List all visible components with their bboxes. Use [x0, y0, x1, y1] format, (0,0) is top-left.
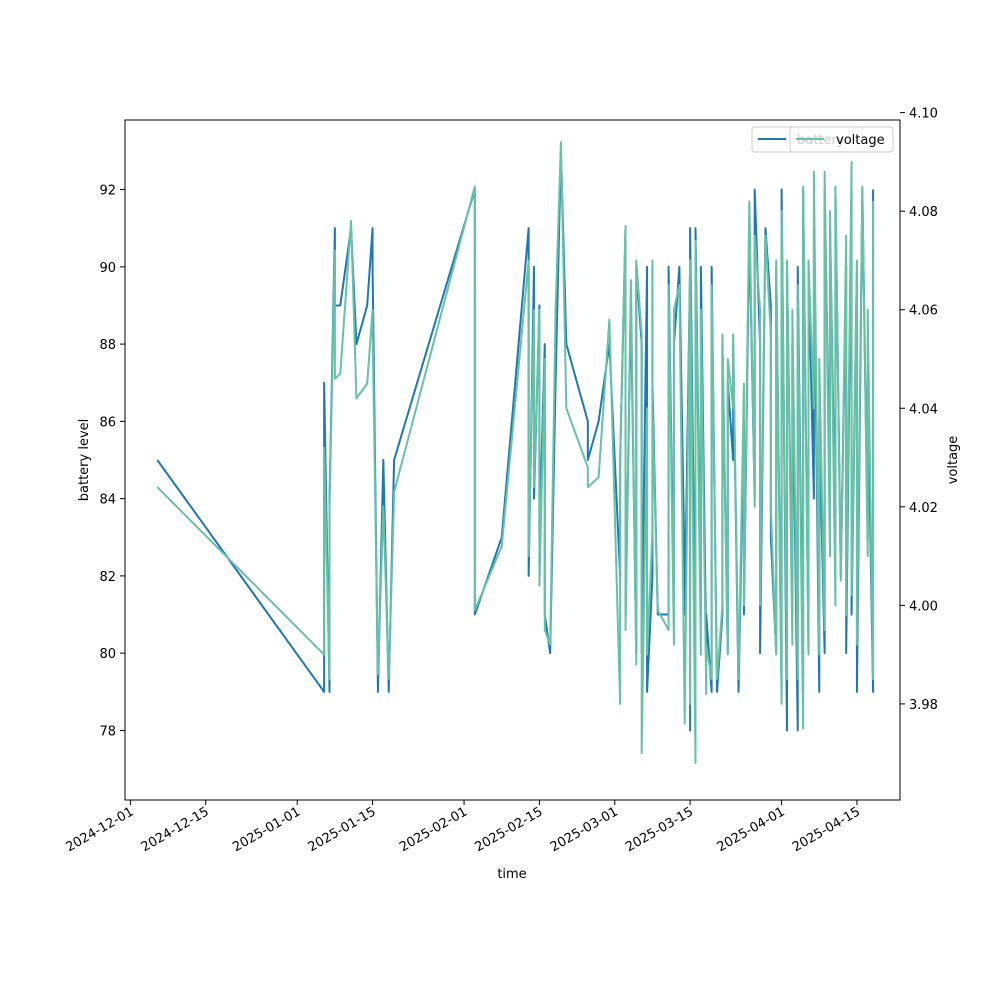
y2-tick-label-0: 3.98 — [909, 698, 938, 713]
x-tick-label-6: 2025-03-01 — [548, 804, 621, 855]
y2-tick-label-5: 4.08 — [909, 205, 938, 220]
y-tick-label-2: 82 — [99, 570, 116, 585]
x-tick-label-1: 2024-12-15 — [139, 804, 212, 855]
y-tick-label-6: 90 — [99, 261, 116, 276]
y-tick-label-5: 88 — [99, 338, 116, 353]
y-axis-right: 3.98 4.00 4.02 4.04 4.06 4.08 4.10 — [900, 107, 938, 713]
y-tick-label-0: 78 — [99, 724, 116, 739]
y-tick-label-1: 80 — [99, 647, 116, 662]
x-tick-label-5: 2025-02-15 — [472, 804, 545, 855]
y-axis-label: battery level — [77, 419, 92, 502]
plot-frame — [124, 119, 901, 801]
x-tick-label-8: 2025-04-01 — [715, 804, 788, 855]
legend-voltage-label: voltage — [836, 133, 885, 148]
y2-tick-label-3: 4.04 — [909, 402, 938, 417]
series-layer — [156, 141, 875, 765]
legend-voltage: voltage — [789, 126, 894, 153]
y-tick-label-3: 84 — [99, 493, 116, 508]
y2-tick-label-6: 4.10 — [909, 107, 938, 122]
legend-voltage-box — [789, 126, 894, 153]
x-tick-label-0: 2024-12-01 — [63, 804, 136, 855]
y-tick-label-7: 92 — [99, 184, 116, 199]
y-axis-left: 78 80 82 84 86 88 90 92 — [99, 184, 125, 739]
y2-tick-label-1: 4.00 — [909, 599, 938, 614]
x-tick-label-2: 2025-01-01 — [230, 804, 303, 855]
y2-tick-label-2: 4.02 — [909, 501, 938, 516]
x-tick-label-3: 2025-01-15 — [306, 804, 379, 855]
series-line-voltage — [156, 141, 875, 765]
x-tick-label-9: 2025-04-15 — [790, 804, 863, 855]
x-axis: 2024-12-01 2024-12-15 2025-01-01 2025-01-15… — [63, 800, 863, 855]
y2-tick-label-4: 4.06 — [909, 304, 938, 319]
y2-axis-label: voltage — [946, 436, 961, 485]
x-axis-label: time — [497, 867, 526, 882]
y-tick-label-4: 86 — [99, 415, 116, 430]
x-tick-label-4: 2025-02-01 — [397, 804, 470, 855]
x-tick-label-7: 2025-03-15 — [623, 804, 696, 855]
